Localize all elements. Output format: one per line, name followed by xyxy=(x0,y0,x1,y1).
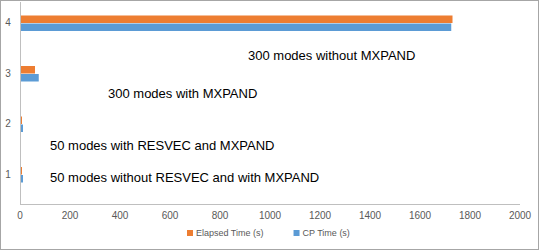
x-tick-label: 1400 xyxy=(359,210,382,221)
bar xyxy=(20,24,451,32)
y-tick-label: 3 xyxy=(5,68,11,79)
x-tick-label: 0 xyxy=(17,210,23,221)
x-tick-label: 2000 xyxy=(509,210,532,221)
annotation: 50 modes with RESVEC and MXPAND xyxy=(50,138,274,153)
bar xyxy=(20,16,453,24)
bars xyxy=(20,16,453,183)
x-tick-label: 1200 xyxy=(309,210,332,221)
x-tick-label: 800 xyxy=(212,210,229,221)
annotation: 300 modes with MXPAND xyxy=(108,86,257,101)
bar xyxy=(20,66,35,74)
x-tick-label: 1000 xyxy=(259,210,282,221)
legend-label: Elapsed Time (s) xyxy=(196,228,264,238)
annotation: 50 modes without RESVEC and with MXPAND xyxy=(50,170,319,185)
x-tick-label: 1600 xyxy=(409,210,432,221)
y-tick-label: 4 xyxy=(5,17,11,28)
legend-entry: CP Time (s) xyxy=(294,228,350,238)
x-tick-label: 200 xyxy=(62,210,79,221)
y-tick-label: 2 xyxy=(5,118,11,129)
y-axis-line xyxy=(20,2,21,204)
legend-entry: Elapsed Time (s) xyxy=(187,228,264,238)
legend-label: CP Time (s) xyxy=(303,228,350,238)
y-tick-label: 1 xyxy=(5,169,11,180)
legend-swatch xyxy=(187,230,193,236)
x-tick-label: 600 xyxy=(162,210,179,221)
chart: 0 200 400 600 800 1000 1200 1400 1600 1800 2000 1 2 3… xyxy=(0,0,539,250)
bar xyxy=(20,74,39,82)
chart-border xyxy=(1,1,539,250)
x-tick-label: 1800 xyxy=(459,210,482,221)
x-tick-label: 400 xyxy=(112,210,129,221)
legend-swatch xyxy=(294,230,300,236)
annotation: 300 modes without MXPAND xyxy=(248,48,415,63)
x-axis-line xyxy=(20,204,520,205)
